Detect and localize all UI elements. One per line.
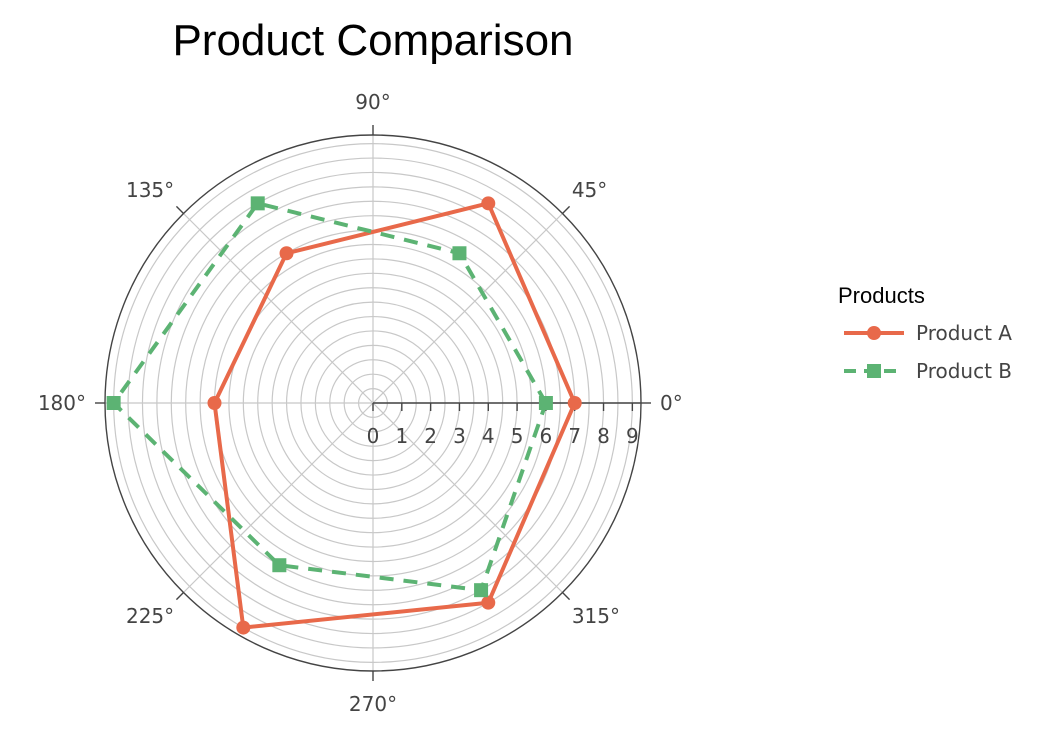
angular-tick-label: 135° [126,178,174,202]
chart-title: Product Comparison [172,16,573,65]
grid-spoke [183,213,374,404]
data-point [106,396,121,410]
radial-tick-label: 1 [395,424,408,448]
radial-tick-label: 9 [626,424,639,448]
data-point [452,246,467,261]
grid-spoke [183,402,374,593]
data-point [474,583,489,598]
series-line [212,201,577,630]
radial-tick-label: 6 [540,424,553,448]
legend-label: Product A [916,321,1012,345]
radial-tick-label: 5 [511,424,524,448]
data-point [567,396,582,410]
radial-tick-label: 4 [482,424,495,448]
angular-tick [562,592,571,601]
legend-swatch-marker [867,326,881,340]
series-layer [106,196,582,635]
data-point [236,620,251,635]
data-point [207,396,222,410]
grid-spoke [372,402,563,593]
legend-item-product-a[interactable]: Product A [844,321,1012,345]
legend: Products Product A Product B [838,283,1012,383]
data-point [272,558,287,573]
radial-tick-label: 0 [367,424,380,448]
radial-tick-label: 7 [568,424,581,448]
data-point [481,196,496,211]
radial-tick-label: 3 [453,424,466,448]
legend-item-product-b[interactable]: Product B [844,359,1012,383]
radial-tick-label: 2 [424,424,437,448]
data-point [279,246,294,261]
angular-tick-label: 225° [126,604,174,628]
angular-tick [175,205,184,214]
angular-axis: 0° 45° 90° 135° 180° 225° 270° 315° [38,90,683,716]
grid-spoke [372,213,563,404]
legend-swatch-marker [867,364,881,378]
series-product-b [106,196,553,598]
legend-title: Products [838,283,925,308]
data-point [250,196,265,211]
angular-tick-label: 315° [572,604,620,628]
radial-tick-label: 8 [597,424,610,448]
angular-tick-label: 90° [355,90,390,114]
series-product-a [207,196,582,635]
angular-tick-label: 0° [660,391,683,415]
angular-tick-label: 45° [572,178,607,202]
data-point [538,396,553,410]
angular-tick [175,592,184,601]
legend-label: Product B [916,359,1012,383]
data-point [481,595,496,610]
angular-tick-label: 180° [38,391,86,415]
angular-tick [562,205,571,214]
angular-tick-label: 270° [349,692,397,716]
